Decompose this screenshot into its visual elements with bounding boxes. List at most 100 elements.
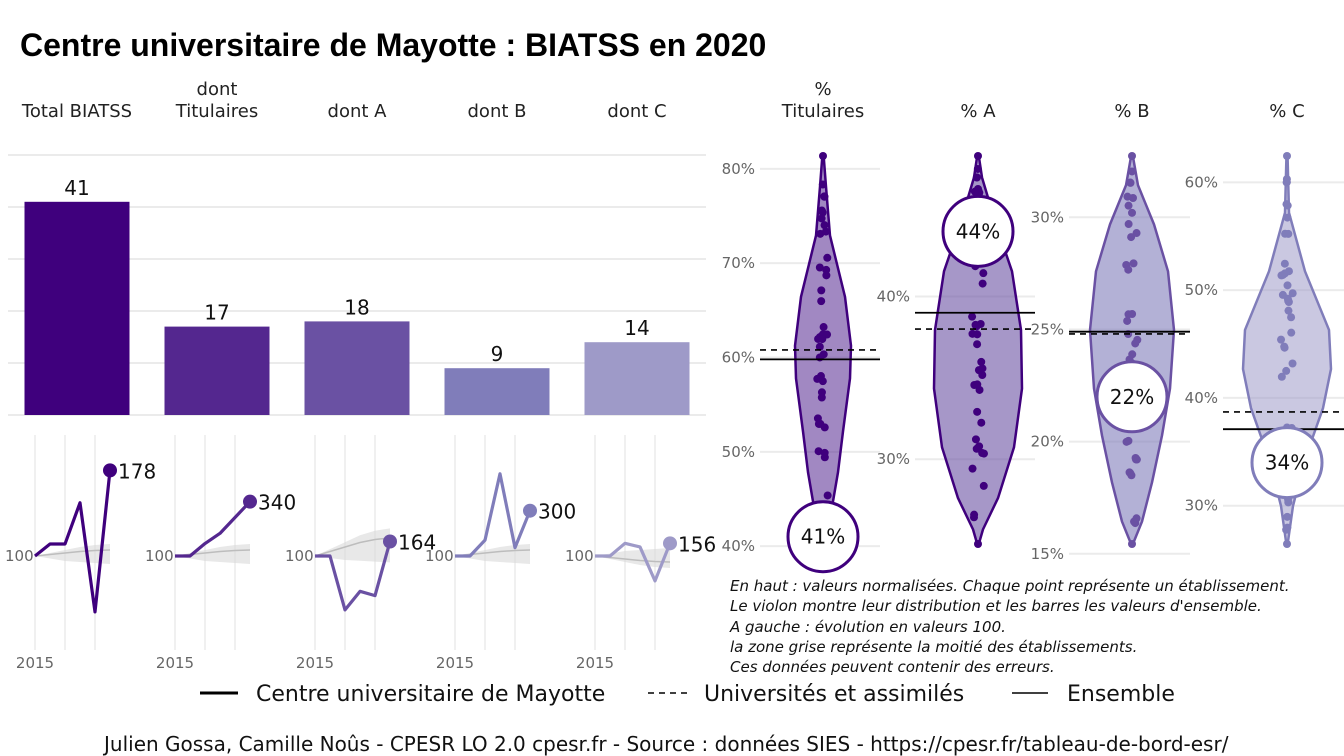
column-header: dont B [468,101,527,122]
trend-reference-band [35,544,110,564]
violin-point [1132,455,1141,464]
trend-end-label: 340 [258,491,296,515]
column-header: dont C [607,101,666,122]
trend-end-label: 164 [398,531,436,555]
bar-value-label: 17 [204,301,229,325]
violin-tick-label: 20% [1031,433,1064,451]
note-line-5: Ces données peuvent contenir des erreurs… [730,658,1055,676]
violin-point [1128,350,1137,359]
violin-point [1277,372,1286,381]
violin-point [818,180,827,189]
trend-reference-band [175,544,250,564]
violin-point [979,269,988,278]
violin-point [1128,208,1136,217]
violin-point [815,342,824,351]
notes-block: En haut : valeurs normalisées. Chaque po… [729,577,1290,676]
violin-point [974,540,982,548]
violin-point [973,380,982,389]
violin-point [1282,175,1291,184]
trend-baseline-label: 100 [425,547,454,565]
violin-tick-label: 60% [722,349,755,367]
violin-point [823,491,832,500]
violin-point [979,449,988,458]
value-bubble-label: 44% [956,219,1000,243]
bar [584,342,690,415]
violin-point [1126,178,1135,187]
violin-point [815,263,824,272]
bar-chart: Total BIATSS 41 dont Titulaires 17 dont A 18 do… [8,79,706,416]
violin-point [1287,328,1296,337]
violin-tick-label: 30% [1185,497,1218,515]
trend-end-label: 178 [118,459,156,483]
violin-point [814,447,823,456]
violin-tick-label: 40% [722,537,755,555]
violin-point [1122,437,1131,446]
violin-point [973,340,982,349]
note-line-3: A gauche : évolution en valeurs 100. [729,618,1006,636]
trend-line [34,470,112,614]
legend-label-universites: Universités et assimilés [704,682,964,707]
violin-point [820,221,829,230]
violin-point [1288,289,1297,298]
bar [24,201,130,415]
violin-tick-label: 30% [877,450,910,468]
trend-baseline-label: 100 [145,547,174,565]
violin-point [820,192,829,201]
violin-point [974,152,982,160]
bar-value-label: 41 [64,176,89,200]
violin-tick-label: 80% [722,160,755,178]
violin-tick-label: 50% [722,443,755,461]
trend-end-point [663,536,677,551]
violin-point [817,393,826,402]
trend-baseline-label: 100 [285,547,314,565]
note-line-4: la zone grise représente la moitié des é… [730,638,1137,656]
trend-line [595,541,672,583]
violin-tick-label: 40% [1185,389,1218,407]
trend-end-point [523,503,537,518]
value-bubble [1095,360,1169,434]
trend-charts: 2015100178201510034020151001642015100300… [5,435,716,672]
value-bubble [941,194,1015,268]
trend-x-tick: 2015 [156,654,194,672]
violin-point [1282,366,1291,375]
violin-point [1127,167,1136,176]
trend-reference-line [314,537,391,557]
trend-end-point [383,534,397,549]
violin-tick-label: 30% [1031,208,1064,226]
violin-point [978,364,987,373]
value-bubble-label: 22% [1110,385,1154,409]
violin-point [1124,201,1133,210]
violin-point [818,335,827,344]
violin-point [1288,359,1297,368]
violin-point [1283,213,1292,222]
chart-title: Centre universitaire de Mayotte : BIATSS… [20,27,766,63]
trend-line [315,541,392,612]
violin-point [1283,294,1292,303]
column-header: Total BIATSS [21,101,132,122]
violin-point [1277,335,1286,344]
violin-point [1283,152,1291,160]
violin-point [1124,265,1133,274]
trend-end-point [103,463,117,478]
violin-point [973,330,982,339]
violin-point [1129,259,1138,268]
violin-point [1128,152,1136,160]
legend: Centre universitaire de Mayotte Universi… [200,682,1175,707]
column-header: dont A [328,101,388,122]
bar-value-label: 18 [344,295,369,319]
trend-x-tick: 2015 [436,654,474,672]
trend-reference-band [595,548,670,568]
violin-header: % A [960,101,996,122]
violin-point [823,253,832,262]
violin-point [970,187,979,196]
violin-tick-label: 25% [1031,320,1064,338]
bar [444,368,550,415]
violin-point [1127,471,1136,480]
violin-point [977,357,986,366]
note-line-2: Le violon montre leur distribution et le… [730,597,1262,615]
trend-x-tick: 2015 [16,654,54,672]
bar [164,326,270,415]
violin-point [1124,310,1133,319]
violin-point [1287,313,1296,322]
